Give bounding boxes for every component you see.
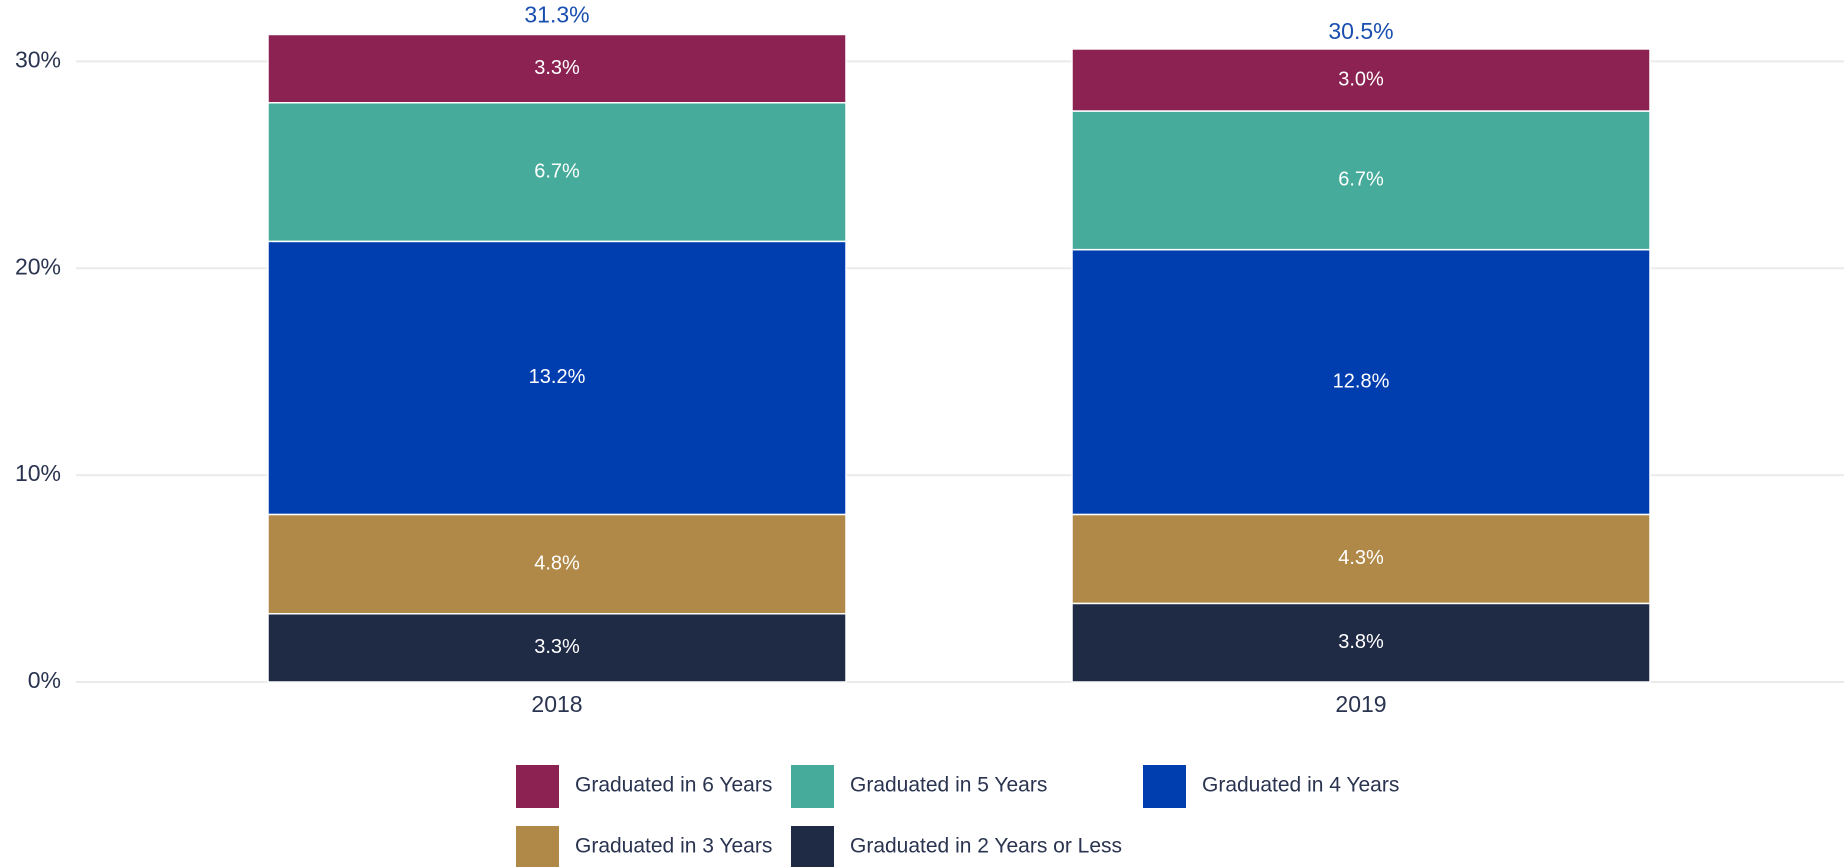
bar-segment — [1071, 110, 1651, 251]
segment-label: 3.0% — [1338, 68, 1384, 90]
bar-segment — [267, 102, 847, 243]
segment-label: 12.8% — [1333, 370, 1390, 392]
bar-segment — [1071, 513, 1651, 605]
segment-label: 4.3% — [1338, 547, 1384, 569]
bar-segment — [1071, 248, 1651, 516]
y-tick-label: 30% — [15, 46, 61, 72]
segment-label: 3.8% — [1338, 631, 1384, 653]
y-tick-label: 10% — [15, 460, 61, 486]
legend-swatch — [791, 826, 834, 867]
legend-label: Graduated in 6 Years — [575, 774, 772, 797]
bar-segment — [267, 33, 847, 104]
y-tick-label: 0% — [28, 667, 61, 693]
segment-label: 6.7% — [1338, 169, 1384, 191]
bar-segment — [267, 240, 847, 516]
legend-swatch — [516, 826, 559, 867]
bar-segment — [267, 513, 847, 615]
legend-label: Graduated in 5 Years — [850, 774, 1047, 797]
segment-label: 4.8% — [534, 552, 580, 574]
y-tick-label: 20% — [15, 253, 61, 279]
bar-segment — [1071, 48, 1651, 112]
legend-swatch — [516, 765, 559, 808]
legend-swatch — [1143, 765, 1186, 808]
bar-segment — [1071, 602, 1651, 683]
total-label: 30.5% — [1328, 18, 1393, 44]
total-label: 31.3% — [524, 2, 589, 28]
bar-segment — [267, 612, 847, 683]
legend-label: Graduated in 3 Years — [575, 835, 772, 858]
segment-label: 6.7% — [534, 160, 580, 182]
segment-label: 3.3% — [534, 57, 580, 79]
segment-label: 13.2% — [529, 366, 586, 388]
x-tick-label: 2018 — [531, 691, 582, 717]
legend-swatch — [791, 765, 834, 808]
legend-label: Graduated in 4 Years — [1202, 774, 1399, 797]
x-tick-label: 2019 — [1335, 691, 1386, 717]
legend-label: Graduated in 2 Years or Less — [850, 835, 1122, 858]
segment-label: 3.3% — [534, 636, 580, 658]
